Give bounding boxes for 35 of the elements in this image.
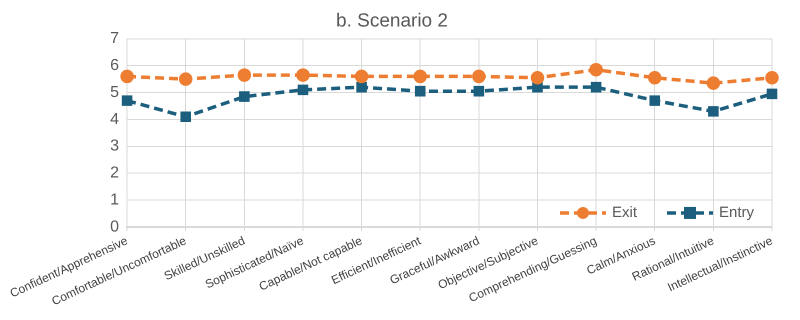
point: [648, 71, 662, 85]
point: [472, 70, 486, 84]
y-tick-label: 4: [110, 110, 120, 128]
point: [298, 84, 308, 96]
point: [706, 76, 720, 90]
y-tick-label: 3: [110, 138, 120, 155]
point: [474, 86, 484, 96]
y-tick-label: 2: [110, 164, 120, 182]
y-tick-label: 6: [110, 57, 120, 74]
point: [120, 70, 134, 84]
point: [354, 70, 368, 84]
legend-label: Entry: [718, 204, 754, 222]
legend-label: Exit: [612, 204, 638, 222]
point: [413, 70, 427, 84]
point: [178, 72, 192, 86]
point: [649, 95, 660, 106]
point: [238, 68, 252, 82]
y-tick-label: 7: [110, 30, 120, 48]
y-tick-label: 1: [110, 191, 120, 208]
chart-title: b. Scenario 2: [336, 10, 448, 32]
y-tick-label: 0: [110, 218, 120, 236]
point: [590, 82, 602, 92]
point: [296, 68, 310, 82]
point: [589, 62, 603, 76]
point: [766, 88, 778, 100]
point: [180, 111, 191, 122]
point: [414, 86, 426, 96]
point: [356, 82, 367, 92]
point: [530, 71, 544, 85]
point: [765, 71, 779, 85]
point: [122, 95, 132, 106]
y-tick-label: 5: [110, 84, 120, 101]
point: [708, 106, 719, 117]
point: [239, 91, 250, 102]
point: [532, 82, 543, 92]
